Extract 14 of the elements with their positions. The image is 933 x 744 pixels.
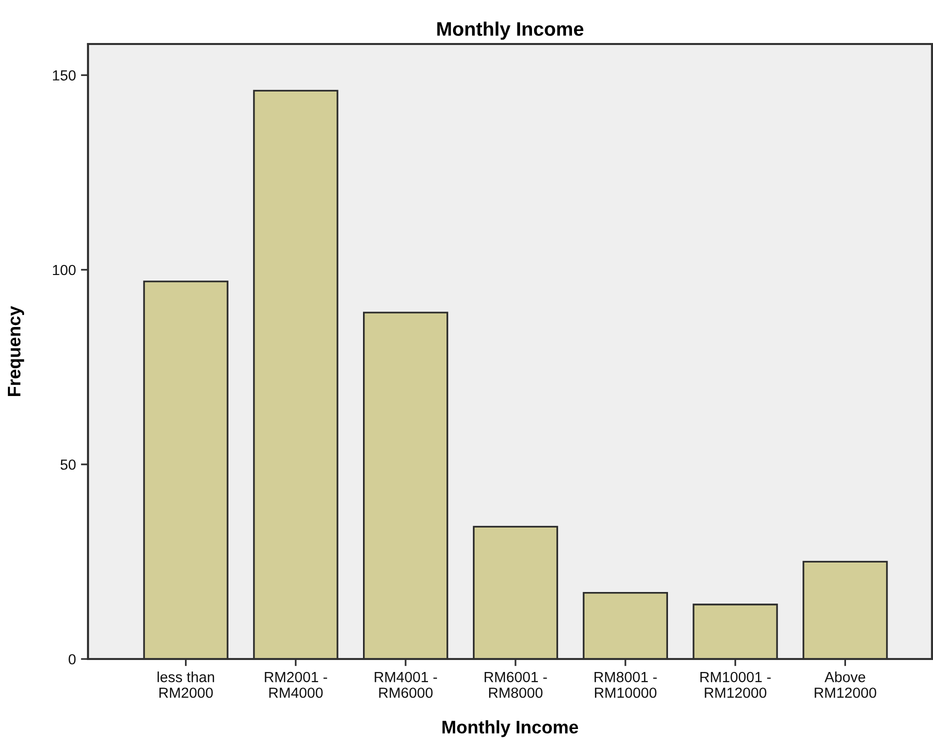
x-tick-label: RM10001 - RM12000 (700, 672, 771, 698)
y-tick-label: 0 (68, 654, 76, 664)
x-tick-label: RM2001 - RM4000 (264, 672, 328, 698)
x-axis-title: Monthly Income (442, 720, 578, 738)
y-tick-label: 100 (52, 264, 76, 276)
x-tick-label: RM8001 - RM10000 (594, 672, 657, 698)
y-tick-label: 150 (52, 70, 76, 81)
x-tick-label: Above RM12000 (814, 672, 876, 698)
x-tick-label: RM6001 - RM8000 (484, 672, 547, 698)
chart-title: Monthly Income (437, 22, 584, 40)
y-axis-title: Frequency (8, 306, 24, 396)
y-tick-label: 50 (60, 459, 76, 470)
x-tick-label: RM4001 - RM6000 (374, 672, 437, 698)
x-tick-label: less than RM2000 (158, 672, 214, 698)
